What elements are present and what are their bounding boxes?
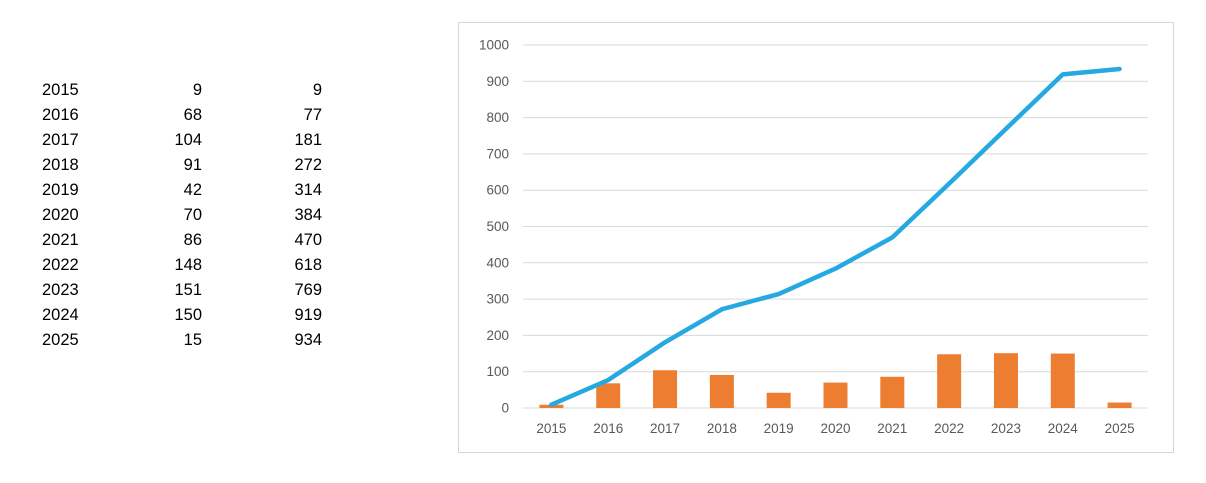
table-cell-annual: 148 (174, 256, 202, 274)
table-cell-year: 2017 (42, 131, 79, 149)
table-cell-cumulative: 919 (294, 306, 322, 324)
table-cell-year: 2022 (42, 256, 79, 274)
table-cell-annual: 150 (174, 306, 202, 324)
x-tick-label: 2023 (991, 421, 1021, 436)
bar (596, 383, 621, 408)
table-cell-annual: 15 (183, 331, 202, 349)
table-cell-year: 2020 (42, 206, 79, 224)
y-tick-label: 800 (486, 110, 509, 125)
table-cell-year: 2018 (42, 156, 79, 174)
table-cell-year: 2021 (42, 231, 79, 249)
table-row: 2019 42 314 (42, 178, 322, 203)
table-cell-cumulative: 934 (294, 331, 322, 349)
bar (653, 370, 678, 408)
chart-frame: 0 100 200 300 400 500 600 700 800 900 1000 2015 2016… (458, 22, 1174, 453)
table-row: 2024 150 919 (42, 303, 322, 328)
y-tick-label: 500 (486, 219, 509, 234)
table-cell-year: 2016 (42, 106, 79, 124)
table-row: 2023 151 769 (42, 278, 322, 303)
table-cell-year: 2019 (42, 181, 79, 199)
x-tick-label: 2015 (536, 421, 566, 436)
table-cell-cumulative: 181 (294, 131, 322, 149)
x-tick-label: 2020 (820, 421, 850, 436)
table-cell-cumulative: 314 (294, 181, 322, 199)
table-cell-annual: 86 (183, 231, 202, 249)
table-cell-cumulative: 769 (294, 281, 322, 299)
y-tick-label: 600 (486, 183, 509, 198)
y-tick-label: 200 (486, 328, 509, 343)
y-tick-label: 400 (486, 255, 509, 270)
bar (766, 392, 791, 408)
y-tick-label: 300 (486, 292, 509, 307)
x-tick-label: 2019 (764, 421, 794, 436)
table-cell-cumulative: 618 (294, 256, 322, 274)
y-tick-label: 0 (501, 401, 509, 416)
x-tick-label: 2024 (1048, 421, 1079, 436)
x-tick-label: 2025 (1105, 421, 1135, 436)
table-cell-cumulative: 384 (294, 206, 322, 224)
table-cell-annual: 91 (183, 156, 202, 174)
bar (823, 382, 848, 408)
x-tick-label: 2022 (934, 421, 964, 436)
table-row: 2016 68 77 (42, 103, 322, 128)
table-cell-year: 2023 (42, 281, 79, 299)
table-cell-annual: 9 (192, 81, 202, 99)
table-cell-year: 2025 (42, 331, 79, 349)
x-tick-label: 2016 (593, 421, 623, 436)
y-tick-label: 1000 (479, 38, 509, 53)
table-cell-cumulative: 9 (312, 81, 322, 99)
line-series (549, 66, 1122, 407)
combo-chart: 0 100 200 300 400 500 600 700 800 900 1000 2015 2016… (479, 38, 1148, 436)
table-row: 2022 148 618 (42, 253, 322, 278)
table-cell-cumulative: 77 (303, 106, 322, 124)
x-tick-label: 2018 (707, 421, 737, 436)
bar (1050, 353, 1075, 408)
y-tick-label: 100 (486, 364, 509, 379)
table-cell-year: 2024 (42, 306, 79, 324)
x-tick-label: 2017 (650, 421, 680, 436)
table-cell-cumulative: 470 (294, 231, 322, 249)
table-row: 2015 9 9 (42, 78, 322, 103)
table-cell-year: 2015 (42, 81, 79, 99)
x-tick-label: 2021 (877, 421, 907, 436)
table-row: 2017 104 181 (42, 128, 322, 153)
table-row: 2025 15 934 (42, 328, 322, 353)
bar (880, 376, 905, 408)
table-row: 2021 86 470 (42, 228, 322, 253)
bar (937, 354, 962, 408)
table-cell-cumulative: 272 (294, 156, 322, 174)
y-tick-label: 700 (486, 146, 509, 161)
table-cell-annual: 151 (174, 281, 202, 299)
table-cell-annual: 68 (183, 106, 202, 124)
bar (993, 353, 1018, 408)
table-row: 2018 91 272 (42, 153, 322, 178)
y-tick-label: 900 (486, 74, 509, 89)
bar (709, 374, 734, 408)
table-row: 2020 70 384 (42, 203, 322, 228)
data-table: 2015 9 9 2016 68 77 2017 104 181 2018 91 272 2019 42 3… (42, 78, 322, 353)
table-cell-annual: 42 (183, 181, 202, 199)
table-cell-annual: 70 (183, 206, 202, 224)
table-cell-annual: 104 (174, 131, 202, 149)
bar (1107, 402, 1132, 408)
